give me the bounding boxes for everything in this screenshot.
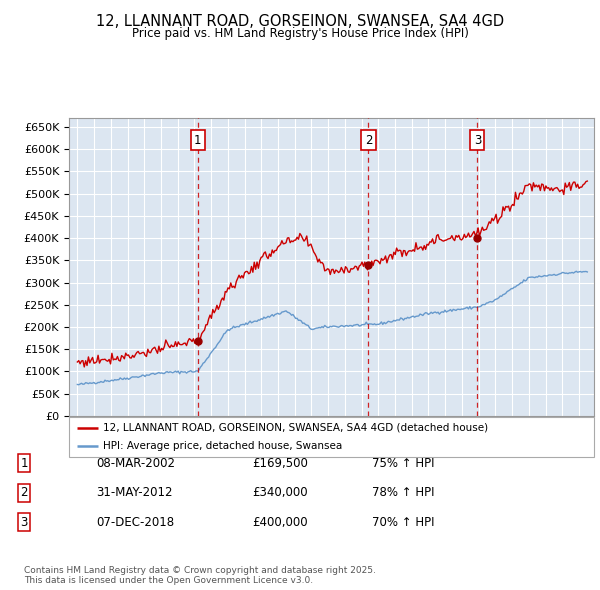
Text: £340,000: £340,000 <box>252 486 308 499</box>
Text: 70% ↑ HPI: 70% ↑ HPI <box>372 516 434 529</box>
Text: £400,000: £400,000 <box>252 516 308 529</box>
Text: 2: 2 <box>20 486 28 499</box>
Text: £169,500: £169,500 <box>252 457 308 470</box>
Text: 12, LLANNANT ROAD, GORSEINON, SWANSEA, SA4 4GD (detached house): 12, LLANNANT ROAD, GORSEINON, SWANSEA, S… <box>103 423 488 433</box>
FancyBboxPatch shape <box>69 417 594 457</box>
Text: 78% ↑ HPI: 78% ↑ HPI <box>372 486 434 499</box>
Text: 08-MAR-2002: 08-MAR-2002 <box>96 457 175 470</box>
Text: 2: 2 <box>365 134 372 147</box>
Text: 75% ↑ HPI: 75% ↑ HPI <box>372 457 434 470</box>
Text: 1: 1 <box>194 134 202 147</box>
Text: Price paid vs. HM Land Registry's House Price Index (HPI): Price paid vs. HM Land Registry's House … <box>131 27 469 40</box>
Text: Contains HM Land Registry data © Crown copyright and database right 2025.
This d: Contains HM Land Registry data © Crown c… <box>24 566 376 585</box>
Text: 07-DEC-2018: 07-DEC-2018 <box>96 516 174 529</box>
Text: 3: 3 <box>474 134 481 147</box>
Text: HPI: Average price, detached house, Swansea: HPI: Average price, detached house, Swan… <box>103 441 343 451</box>
Text: 1: 1 <box>20 457 28 470</box>
Text: 3: 3 <box>20 516 28 529</box>
Text: 12, LLANNANT ROAD, GORSEINON, SWANSEA, SA4 4GD: 12, LLANNANT ROAD, GORSEINON, SWANSEA, S… <box>96 14 504 28</box>
Text: 31-MAY-2012: 31-MAY-2012 <box>96 486 173 499</box>
